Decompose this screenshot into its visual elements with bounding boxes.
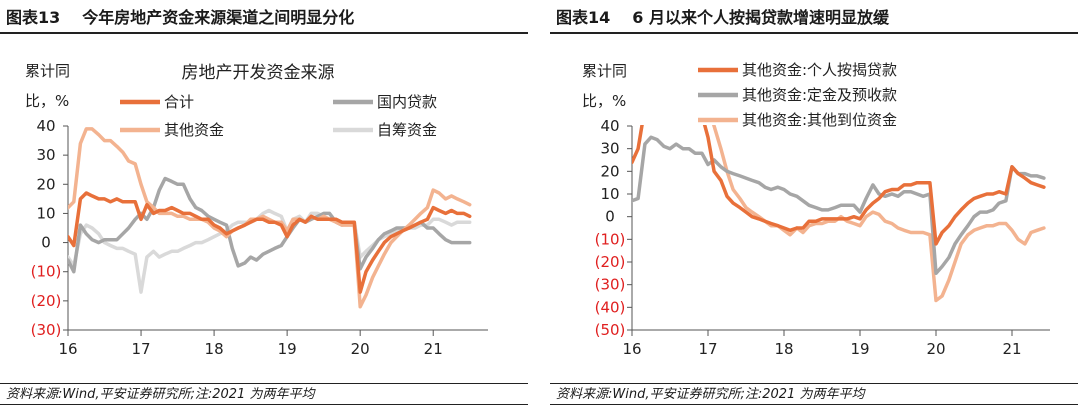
y-tick-label: (40): [595, 298, 626, 316]
series-line: [68, 127, 472, 309]
x-tick-label: 17: [131, 340, 150, 358]
figure-title: 今年房地产资金来源渠道之间明显分化: [82, 8, 355, 27]
y-tick-label: (10): [595, 230, 626, 248]
y-axis-label: 累计同: [582, 62, 627, 80]
y-tick-label: 40: [36, 117, 55, 135]
figure-13-panel: 图表13 今年房地产资金来源渠道之间明显分化 累计同比，% 房地产开发资金来源 40…: [0, 0, 530, 414]
figure-header: 图表14 6 月以来个人按揭贷款增速明显放缓: [550, 0, 1078, 34]
x-tick-label: 21: [1002, 340, 1021, 358]
series-line: [68, 176, 472, 274]
x-tick-label: 18: [205, 340, 224, 358]
legend-label: 其他资金:其他到位资金: [742, 111, 897, 129]
figure-number: 图表13: [6, 8, 61, 27]
figure-number: 图表14: [556, 8, 611, 27]
y-tick-label: 0: [605, 208, 615, 226]
y-tick-label: (20): [31, 292, 62, 310]
y-axis-label: 比，%: [25, 92, 69, 110]
series-line: [68, 191, 472, 294]
y-tick-label: 0: [41, 234, 51, 252]
y-tick-label: 30: [600, 140, 619, 158]
x-tick-label: 19: [278, 340, 297, 358]
figure-source-note: 资料来源:Wind,平安证券研究所;注:2021 为两年平均: [0, 383, 528, 405]
y-tick-label: 10: [600, 185, 619, 203]
y-tick-label: 10: [36, 204, 55, 222]
x-tick-label: 21: [424, 340, 443, 358]
plot-area: [68, 127, 472, 309]
x-tick-label: 17: [698, 340, 717, 358]
chart-title: 房地产开发资金来源: [182, 63, 335, 83]
x-tick-label: 16: [622, 340, 641, 358]
x-tick-label: 20: [926, 340, 945, 358]
series-line: [632, 125, 1046, 246]
y-axis-label: 累计同: [25, 62, 70, 80]
legend-label: 国内贷款: [377, 93, 437, 111]
x-tick-label: 18: [774, 340, 793, 358]
y-axis-label: 比，%: [582, 92, 626, 110]
figure-source-note: 资料来源:Wind,平安证券研究所;注:2021 为两年平均: [550, 383, 1078, 405]
y-tick-label: (30): [595, 276, 626, 294]
legend-label: 其他资金: [164, 121, 224, 139]
y-tick-label: (30): [31, 321, 62, 339]
series-line: [632, 135, 1046, 276]
y-tick-label: 30: [36, 146, 55, 164]
y-tick-label: (20): [595, 253, 626, 271]
y-tick-label: 20: [600, 162, 619, 180]
figure-header: 图表13 今年房地产资金来源渠道之间明显分化: [0, 0, 528, 34]
x-tick-label: 16: [58, 340, 77, 358]
figure-14-panel: 图表14 6 月以来个人按揭贷款增速明显放缓 累计同比，% 40 30 20 10 0 (1…: [550, 0, 1080, 414]
y-tick-label: 20: [36, 175, 55, 193]
legend-label: 自筹资金: [377, 121, 437, 139]
y-tick-label: (50): [595, 321, 626, 339]
figure-title: 6 月以来个人按揭贷款增速明显放缓: [632, 8, 889, 27]
legend-label: 其他资金:定金及预收款: [742, 86, 897, 104]
x-tick-label: 19: [850, 340, 869, 358]
plot-area: [632, 125, 1046, 303]
y-tick-label: 40: [600, 117, 619, 135]
legend-label: 合计: [164, 93, 194, 111]
y-tick-label: (10): [31, 263, 62, 281]
legend-label: 其他资金:个人按揭贷款: [742, 61, 897, 79]
x-tick-label: 20: [351, 340, 370, 358]
